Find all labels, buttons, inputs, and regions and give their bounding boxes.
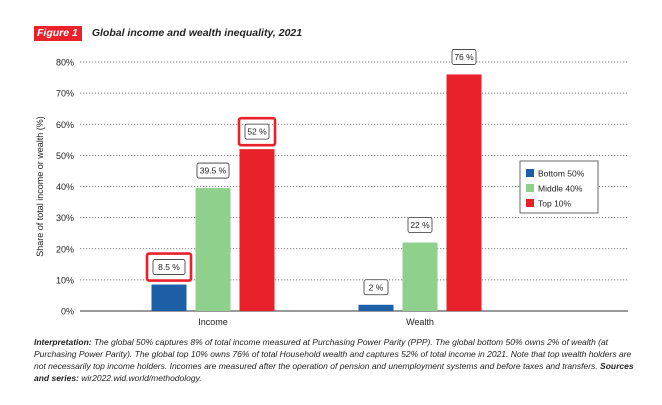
y-tick-label: 10% <box>56 275 74 285</box>
legend-label: Top 10% <box>538 199 572 209</box>
sources-text: wir2022.wid.world/methodology. <box>78 373 202 383</box>
y-tick-label: 40% <box>56 182 74 192</box>
legend-swatch <box>526 184 534 192</box>
data-label: 2 % <box>369 282 384 292</box>
highlight-box <box>145 252 193 282</box>
category-label: Income <box>198 317 228 327</box>
data-label-box <box>363 279 389 296</box>
category-label: Wealth <box>406 317 434 327</box>
figure-title: Global income and wealth inequality, 202… <box>91 27 303 39</box>
highlight-box <box>237 116 277 147</box>
data-label-box <box>244 123 270 140</box>
y-tick-label: 50% <box>56 151 74 161</box>
bar-chart: 0% 10% 20% 30% 40% 50% 60% 70% 80% Share of total… <box>35 49 628 327</box>
y-tick-label: 20% <box>56 244 74 254</box>
data-label-box <box>451 49 477 65</box>
bar <box>195 188 231 311</box>
legend-label: Bottom 50% <box>538 169 585 179</box>
bar <box>358 304 394 311</box>
y-axis-label: Share of total income or wealth (%) <box>35 116 45 257</box>
y-tick-label: 30% <box>56 213 74 223</box>
sources-label: Sources and series: <box>34 361 634 383</box>
y-tick-label: 0% <box>61 307 74 317</box>
figure-tag: Figure 1 <box>34 25 82 41</box>
data-label: 52 % <box>247 127 267 137</box>
bar <box>402 242 438 311</box>
data-label: 22 % <box>410 220 430 230</box>
bar <box>151 284 187 311</box>
data-label: 39.5 % <box>200 166 227 176</box>
data-label: 76 % <box>454 52 474 62</box>
bar <box>446 74 482 311</box>
y-tick-label: 80% <box>56 58 74 68</box>
legend-swatch <box>526 169 534 177</box>
legend-swatch <box>526 199 534 207</box>
data-label: 8.5 % <box>158 262 180 272</box>
data-label-box <box>407 217 433 233</box>
interpretation-label: Interpretation: <box>34 337 92 347</box>
data-label-box <box>196 162 230 179</box>
y-tick-label: 60% <box>56 120 74 130</box>
interpretation-text: The global 50% captures 8% of total inco… <box>34 337 632 371</box>
bar <box>239 149 275 311</box>
legend-label: Middle 40% <box>538 184 583 194</box>
y-tick-label: 70% <box>56 89 74 99</box>
data-label-box <box>152 259 186 275</box>
caption: Interpretation: The global 50% captures … <box>34 336 634 384</box>
figure-header: Figure 1 Global income and wealth inequa… <box>34 25 303 41</box>
